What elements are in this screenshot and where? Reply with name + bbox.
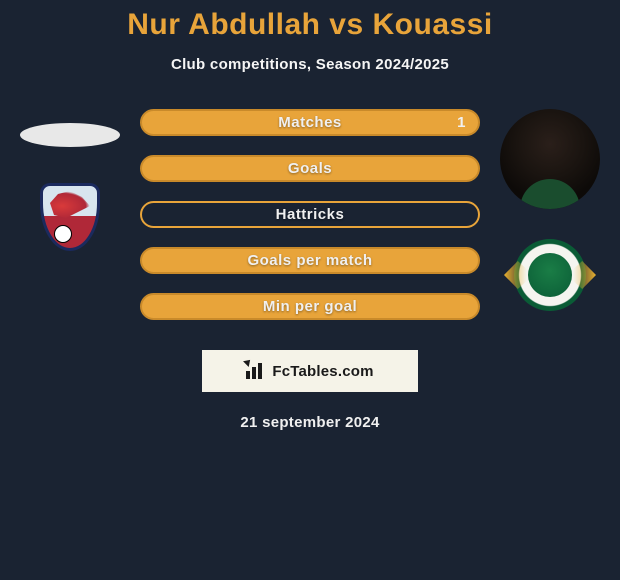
- stat-bars: Matches 1 Goals Hattricks Goals per matc…: [140, 109, 480, 320]
- left-player-column: [10, 109, 130, 255]
- page-subtitle: Club competitions, Season 2024/2025: [0, 56, 620, 73]
- stat-label: Goals per match: [247, 252, 372, 269]
- attribution-badge: FcTables.com: [202, 350, 418, 392]
- comparison-content: Matches 1 Goals Hattricks Goals per matc…: [0, 109, 620, 431]
- stat-bar-goals: Goals: [140, 155, 480, 182]
- page-title: Nur Abdullah vs Kouassi: [0, 8, 620, 42]
- stat-label: Min per goal: [263, 298, 357, 315]
- date-label: 21 september 2024: [0, 414, 620, 431]
- stat-bar-hattricks: Hattricks: [140, 201, 480, 228]
- stat-label: Matches: [278, 114, 342, 131]
- stat-bar-matches: Matches 1: [140, 109, 480, 136]
- chart-icon: [246, 363, 266, 379]
- right-player-avatar: [500, 109, 600, 209]
- stat-value-right: 1: [457, 114, 466, 131]
- stat-label: Goals: [288, 160, 332, 177]
- left-club-crest: [20, 183, 120, 255]
- right-club-crest: [500, 239, 600, 311]
- left-player-avatar-placeholder: [20, 123, 120, 147]
- stat-label: Hattricks: [276, 206, 345, 223]
- right-player-column: [490, 109, 610, 311]
- attribution-text: FcTables.com: [272, 363, 373, 380]
- stat-bar-min-per-goal: Min per goal: [140, 293, 480, 320]
- stat-bar-goals-per-match: Goals per match: [140, 247, 480, 274]
- header: Nur Abdullah vs Kouassi Club competition…: [0, 0, 620, 73]
